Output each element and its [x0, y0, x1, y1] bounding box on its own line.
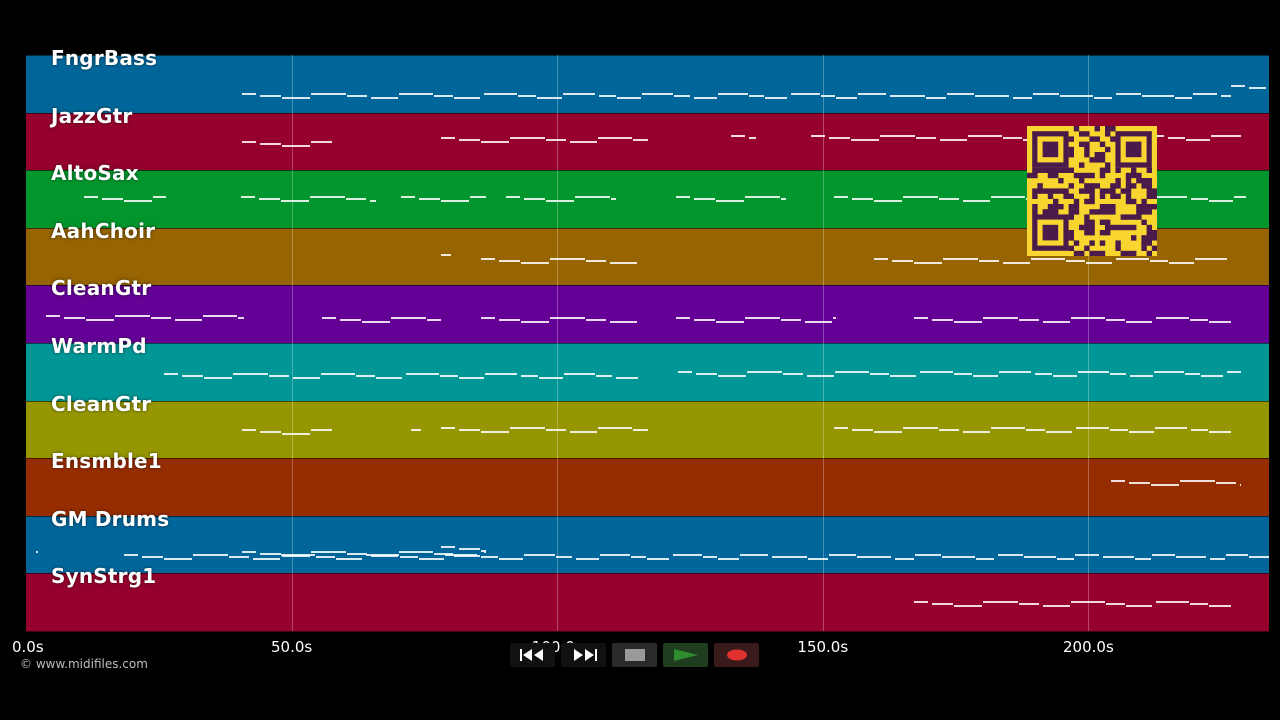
time-tick-label: 200.0s	[1063, 638, 1114, 656]
track-lane[interactable]: AahChoir	[26, 219, 1269, 287]
track-name: JazzGtr	[51, 103, 133, 128]
track-name: SynStrg1	[51, 564, 157, 589]
time-tick-label: 0.0s	[12, 638, 44, 656]
track-lane[interactable]: Ensmble1	[26, 449, 1269, 517]
stop-icon	[624, 649, 645, 661]
rewind-button[interactable]	[510, 643, 555, 667]
fast-forward-icon	[573, 649, 597, 661]
track-lane[interactable]: SynStrg1	[26, 564, 1269, 632]
track-lane[interactable]: FngrBass	[26, 46, 1269, 114]
track-lane[interactable]: CleanGtr	[26, 392, 1269, 460]
qr-code-icon	[1027, 126, 1158, 257]
play-icon	[673, 649, 698, 661]
track-name: CleanGtr	[51, 276, 152, 301]
track-name: Ensmble1	[51, 449, 162, 474]
copyright-notice: © www.midifiles.com	[20, 657, 148, 671]
time-tick-label: 50.0s	[270, 638, 313, 656]
qr-code-pattern	[1027, 126, 1158, 257]
track-name: FngrBass	[51, 46, 158, 70]
fast-forward-button[interactable]	[561, 643, 606, 667]
track-name: CleanGtr	[51, 391, 152, 416]
track-lane[interactable]: CleanGtr	[26, 276, 1269, 344]
time-tick-label: 150.0s	[797, 638, 849, 656]
record-button[interactable]	[714, 643, 759, 667]
track-name: WarmPd	[51, 334, 147, 358]
stop-button[interactable]	[612, 643, 657, 667]
track-name: AahChoir	[51, 218, 156, 243]
track-lane[interactable]: GM Drums	[26, 507, 1269, 575]
transport-controls	[510, 643, 770, 669]
track-lane[interactable]: WarmPd	[26, 334, 1269, 402]
record-icon	[726, 649, 747, 661]
rewind-icon	[519, 649, 543, 661]
track-name: AltoSax	[51, 161, 139, 186]
track-name: GM Drums	[51, 506, 170, 531]
play-button[interactable]	[663, 643, 708, 667]
